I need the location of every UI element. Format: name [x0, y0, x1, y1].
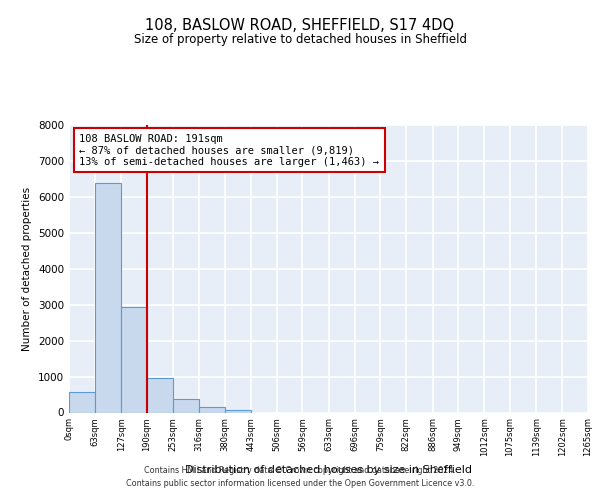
Bar: [199, 407, 225, 412]
Bar: [95, 183, 121, 412]
Bar: [69, 392, 95, 412]
Text: Contains HM Land Registry data © Crown copyright and database right 2024.
Contai: Contains HM Land Registry data © Crown c…: [126, 466, 474, 487]
Bar: [121, 307, 147, 412]
Bar: [173, 399, 199, 412]
X-axis label: Distribution of detached houses by size in Sheffield: Distribution of detached houses by size …: [185, 464, 472, 474]
Y-axis label: Number of detached properties: Number of detached properties: [22, 186, 32, 351]
Bar: [225, 410, 251, 412]
Text: 108, BASLOW ROAD, SHEFFIELD, S17 4DQ: 108, BASLOW ROAD, SHEFFIELD, S17 4DQ: [145, 18, 455, 32]
Text: Size of property relative to detached houses in Sheffield: Size of property relative to detached ho…: [133, 32, 467, 46]
Text: 108 BASLOW ROAD: 191sqm
← 87% of detached houses are smaller (9,819)
13% of semi: 108 BASLOW ROAD: 191sqm ← 87% of detache…: [79, 134, 379, 167]
Bar: [147, 378, 173, 412]
